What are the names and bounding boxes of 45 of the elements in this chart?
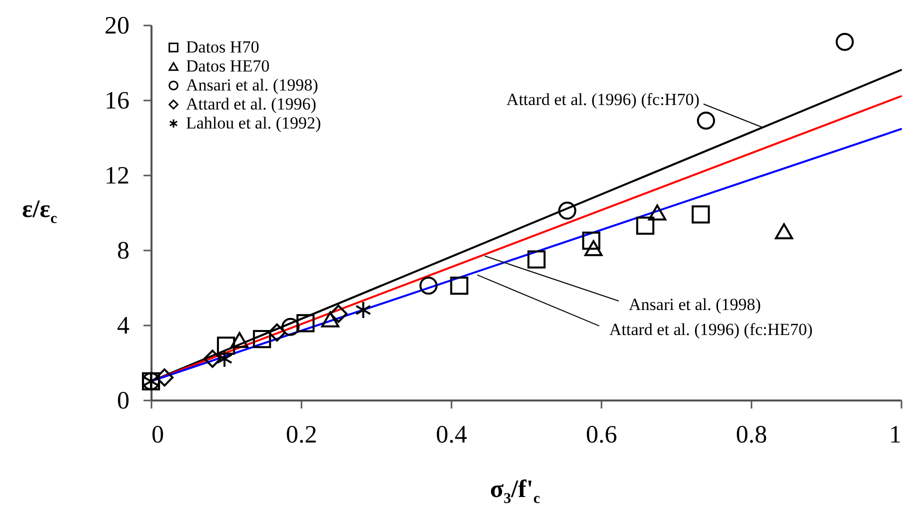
- annotation: Attard et al. (1996) (fc:H70): [506, 90, 700, 109]
- point: [836, 32, 854, 51]
- point: [252, 330, 272, 348]
- point: [419, 276, 438, 295]
- y-tick-label: 8: [117, 238, 130, 264]
- point: [230, 332, 249, 348]
- y-tick-label: 20: [104, 12, 130, 40]
- legend-label: Lahlou et al. (1992): [186, 114, 322, 132]
- point: [329, 304, 348, 323]
- point: [355, 300, 372, 320]
- y-tick-label: 16: [104, 88, 130, 114]
- x-tick-label: 0.2: [286, 422, 318, 448]
- y-tick-label: 0: [117, 388, 130, 414]
- annotation: Ansari et al. (1998): [628, 295, 761, 314]
- point: [636, 216, 654, 235]
- point: [696, 112, 716, 130]
- x-axis-title: σ$_{3}$/f'$_{c}$: [490, 476, 540, 508]
- legend-label: Ansari et al. (1998): [186, 76, 318, 94]
- point: [527, 250, 546, 268]
- point: [216, 350, 233, 368]
- point: [648, 204, 666, 220]
- point: [582, 232, 600, 250]
- point: [281, 318, 300, 336]
- point: [450, 276, 468, 295]
- point: [584, 240, 603, 256]
- y-tick-label: 12: [104, 162, 130, 190]
- point: [558, 202, 576, 220]
- point: [774, 223, 794, 240]
- point: [216, 336, 236, 355]
- point: [692, 205, 710, 224]
- legend-label: Datos H70: [186, 38, 260, 56]
- y-axis-title: ε/ε$_{c}$: [22, 196, 57, 228]
- x-tick-label: 1: [889, 422, 902, 448]
- point: [203, 350, 222, 368]
- y-tick-label: 4: [117, 312, 130, 340]
- x-tick-label: 0: [152, 422, 164, 448]
- x-tick-label: 0.6: [586, 422, 618, 448]
- point: [155, 368, 174, 387]
- point: [321, 311, 340, 328]
- x-tick-label: 0.4: [436, 422, 468, 448]
- point: [296, 314, 315, 332]
- x-tick-label: 0.8: [736, 422, 768, 448]
- legend-label: Datos HE70: [186, 56, 270, 76]
- annotation: Attard et al. (1996) (fc:HE70): [609, 320, 813, 339]
- legend-label: Attard et al. (1996): [186, 94, 316, 114]
